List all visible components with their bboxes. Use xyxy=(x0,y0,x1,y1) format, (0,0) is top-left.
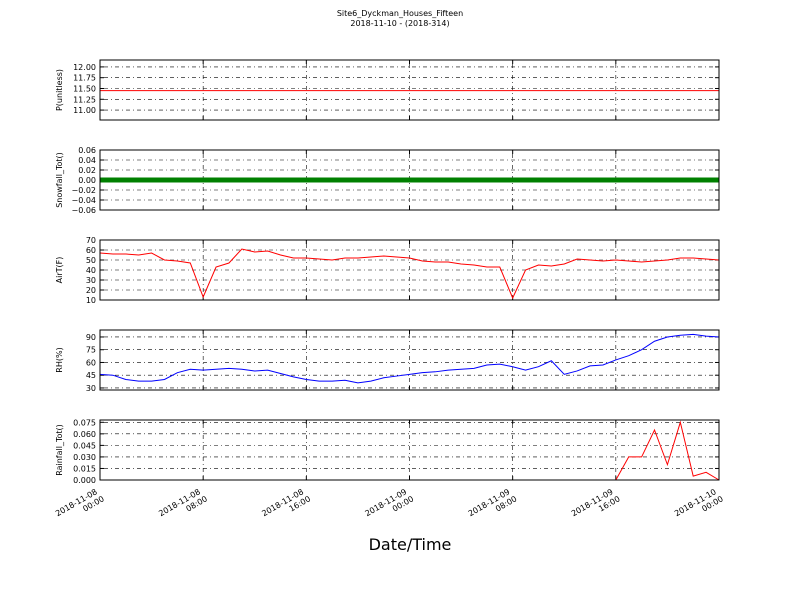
y-tick-label: 0.075 xyxy=(73,418,96,427)
y-axis-label: Snowfall_Tot() xyxy=(55,152,64,208)
y-tick-label: 11.75 xyxy=(73,74,96,83)
plot-frame xyxy=(99,149,720,211)
y-axis-label: Rainfall_Tot() xyxy=(55,424,64,476)
y-tick-label: −0.02 xyxy=(71,186,96,195)
y-tick-label: 30 xyxy=(86,276,96,285)
y-tick-label: 75 xyxy=(86,346,96,355)
y-tick-label: 0.00 xyxy=(78,176,96,185)
y-tick-label: 60 xyxy=(86,246,96,255)
y-axis-label: AirT(F) xyxy=(55,257,64,284)
y-tick-label: 0.030 xyxy=(73,453,96,462)
data-line xyxy=(99,248,720,300)
y-tick-label: 11.50 xyxy=(73,84,96,93)
y-axis-label: RH(%) xyxy=(55,347,64,372)
plot-frame xyxy=(99,329,720,391)
y-tick-label: 0.06 xyxy=(78,146,96,155)
y-tick-label: −0.04 xyxy=(71,196,96,205)
y-tick-label: 10 xyxy=(86,296,96,305)
data-line xyxy=(99,333,720,384)
y-tick-label: 0.045 xyxy=(73,441,96,450)
y-tick-label: 70 xyxy=(86,236,96,245)
y-tick-label: 60 xyxy=(86,358,96,367)
y-tick-label: 90 xyxy=(86,333,96,342)
y-tick-label: 0.04 xyxy=(78,156,96,165)
y-tick-label: 45 xyxy=(86,371,96,380)
y-tick-label: 11.25 xyxy=(73,95,96,104)
y-tick-label: 20 xyxy=(86,286,96,295)
y-axis-label: P(unitless) xyxy=(55,69,64,111)
y-tick-label: 50 xyxy=(86,256,96,265)
plot-frame xyxy=(99,419,720,481)
chart-title: Site6_Dyckman_Houses_Fifteen xyxy=(337,9,463,18)
y-tick-label: 11.00 xyxy=(73,106,96,115)
x-axis-label: Date/Time xyxy=(369,535,452,554)
y-tick-label: 40 xyxy=(86,266,96,275)
y-tick-label: 0.015 xyxy=(73,464,96,473)
y-tick-label: 0.02 xyxy=(78,166,96,175)
chart-subtitle: 2018-11-10 - (2018-314) xyxy=(350,19,449,28)
plot-frame xyxy=(99,59,720,121)
y-tick-label: 0.060 xyxy=(73,430,96,439)
plot-frame xyxy=(99,239,720,301)
y-tick-label: 0.000 xyxy=(73,476,96,485)
y-tick-label: 12.00 xyxy=(73,63,96,72)
y-tick-label: 30 xyxy=(86,384,96,393)
y-tick-label: −0.06 xyxy=(71,206,96,215)
